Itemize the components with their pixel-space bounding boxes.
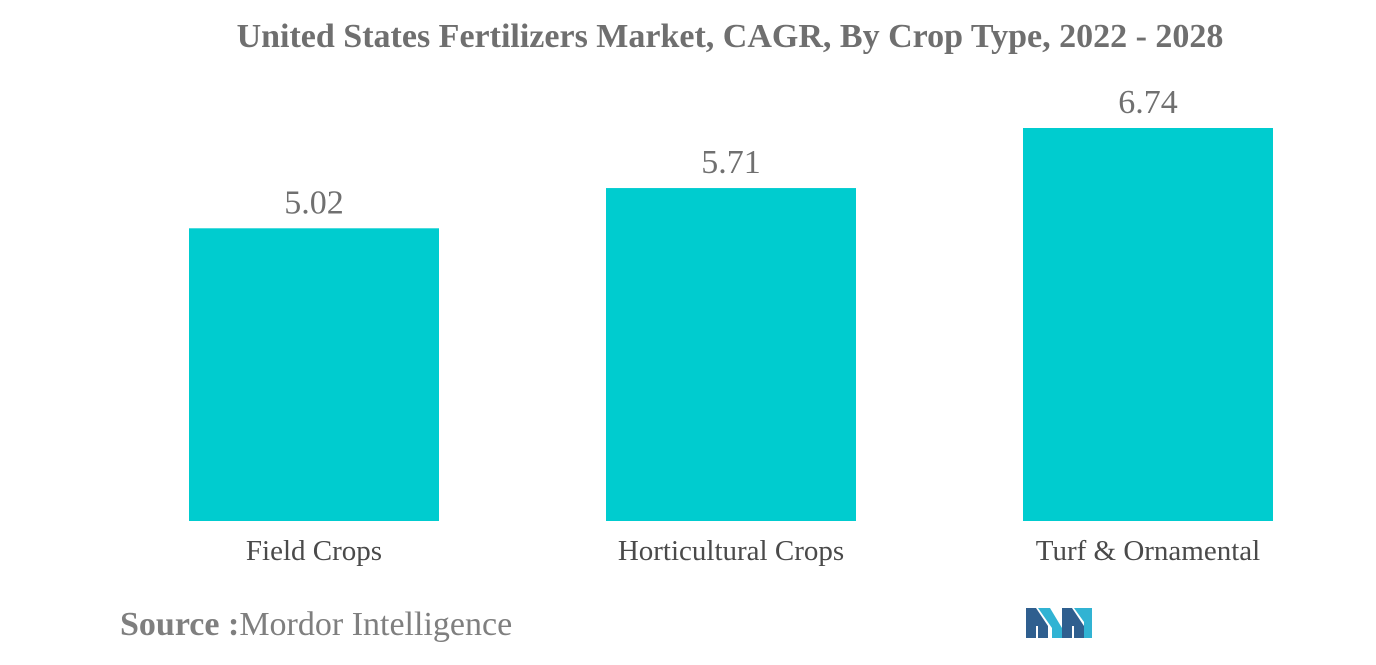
source-line: Source :Mordor Intelligence xyxy=(120,606,512,644)
category-label-1: Horticultural Crops xyxy=(618,535,844,567)
data-label-0: 5.02 xyxy=(284,184,344,221)
data-label-1: 5.71 xyxy=(701,144,761,181)
bar-0 xyxy=(189,228,439,521)
data-label-2: 6.74 xyxy=(1118,84,1178,121)
category-label-0: Field Crops xyxy=(246,535,382,567)
chart-title: United States Fertilizers Market, CAGR, … xyxy=(236,18,1224,55)
bar-2 xyxy=(1023,128,1273,521)
bar-1 xyxy=(606,188,856,521)
source-label: Source : xyxy=(120,606,240,643)
category-label-2: Turf & Ornamental xyxy=(1036,535,1260,567)
bars-layer: 5.02 Field Crops 5.71 Horticultural Crops 6.… xyxy=(189,84,1273,567)
source-value: Mordor Intelligence xyxy=(239,606,513,643)
mordor-intelligence-logo-icon xyxy=(1026,608,1092,638)
